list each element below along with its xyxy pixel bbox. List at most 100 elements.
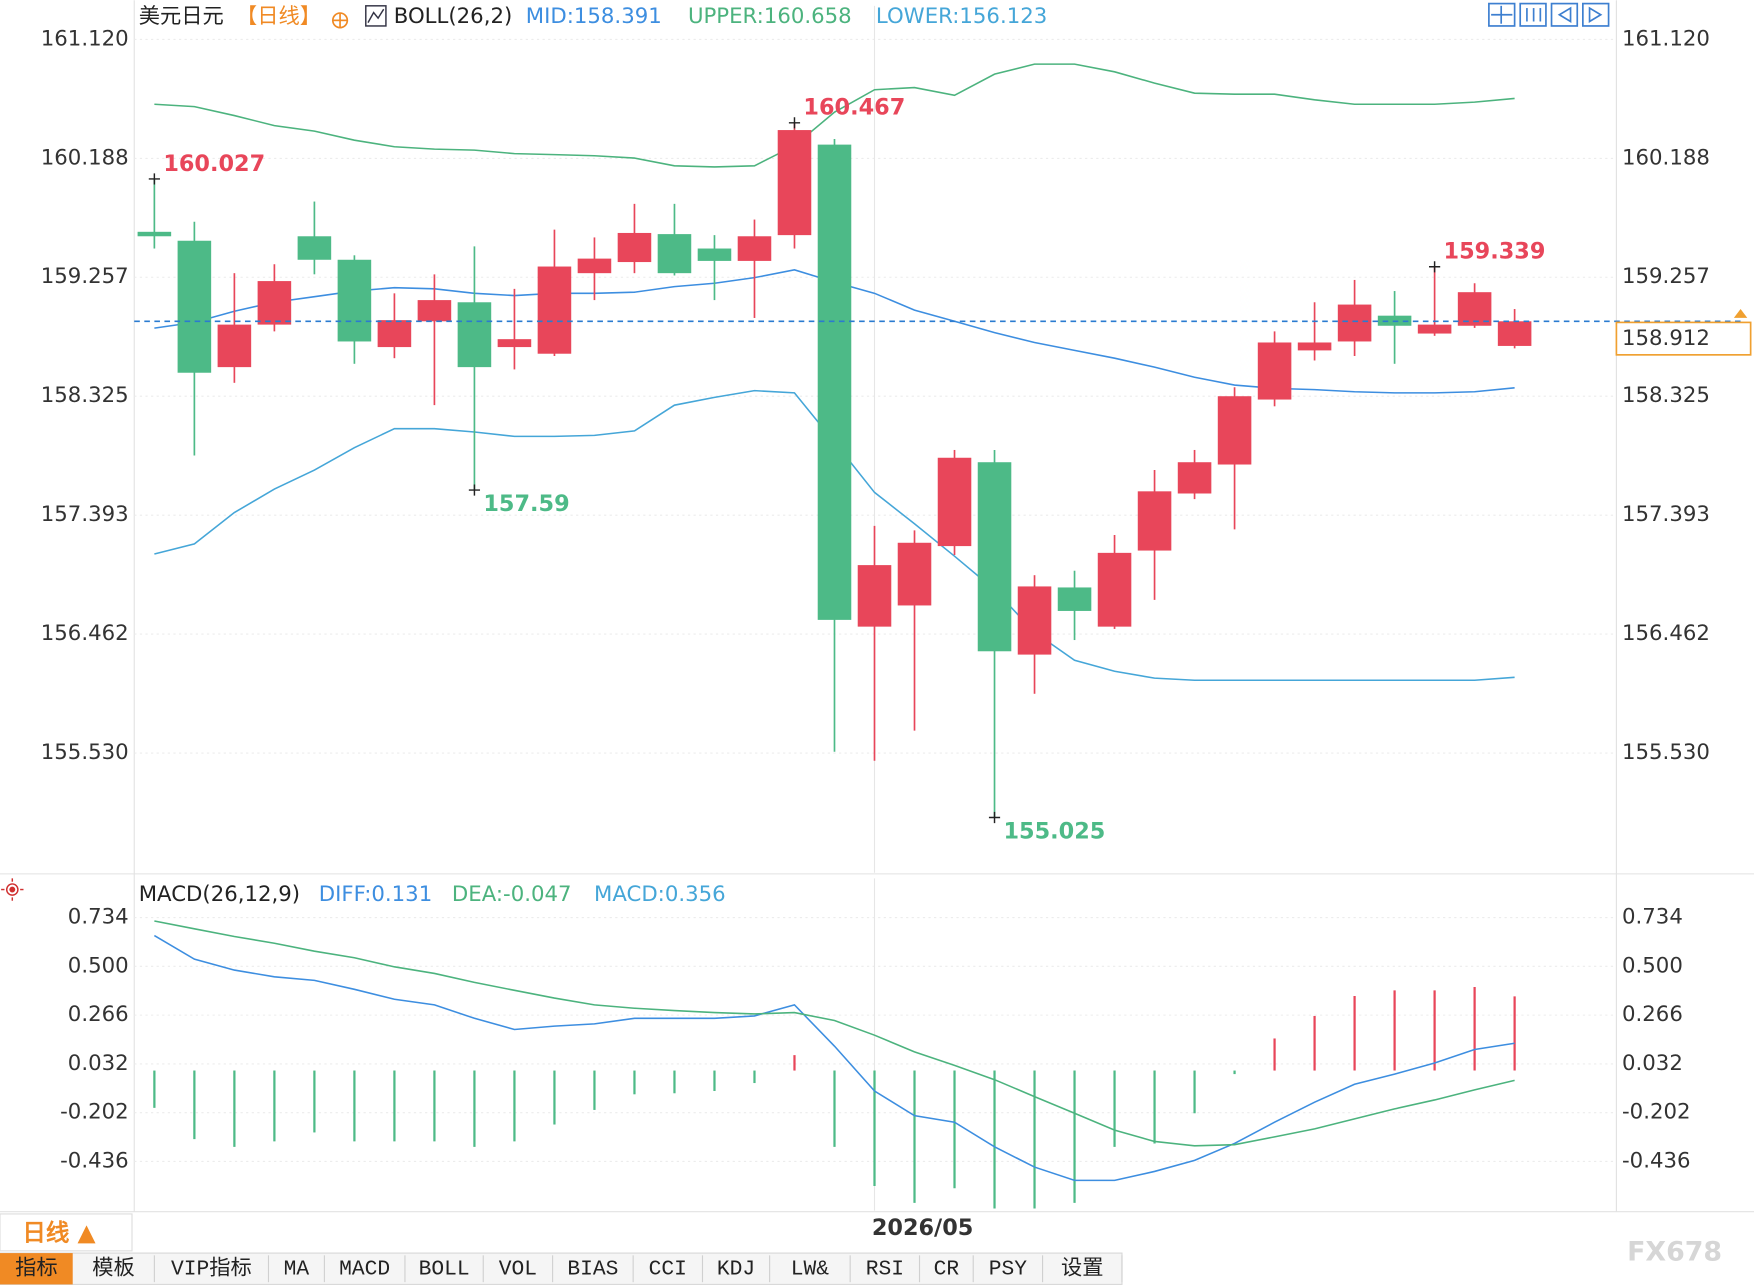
y2-tick-label: 156.462 bbox=[1622, 621, 1710, 646]
y-tick-label: 158.325 bbox=[41, 383, 129, 408]
indicator-icon[interactable] bbox=[365, 5, 387, 27]
y2-tick-label: 159.257 bbox=[1622, 264, 1710, 289]
period-button-label[interactable]: 日线 ▲ bbox=[22, 1219, 95, 1247]
y-tick-label: 0.266 bbox=[68, 1002, 129, 1027]
indicator-label: BOLL(26,2) bbox=[394, 4, 513, 29]
extreme-label: 159.339 bbox=[1444, 239, 1546, 265]
y2-tick-label: 160.188 bbox=[1622, 145, 1710, 170]
candle-body bbox=[1057, 587, 1092, 611]
icon-bars[interactable] bbox=[1519, 2, 1547, 27]
y2-tick-label: 0.266 bbox=[1622, 1002, 1683, 1027]
extreme-marker bbox=[148, 173, 160, 185]
candle-body bbox=[217, 324, 252, 368]
tab[interactable]: VIP指标 bbox=[171, 1255, 252, 1281]
toolbar-icons[interactable] bbox=[1488, 2, 1610, 27]
candle-body bbox=[497, 339, 532, 348]
candle-body bbox=[537, 266, 572, 354]
candle-body bbox=[1137, 491, 1172, 551]
symbol-title: 美元日元 bbox=[139, 4, 224, 29]
candle-body bbox=[1257, 342, 1292, 400]
tab[interactable]: MACD bbox=[339, 1257, 390, 1281]
y2-tick-label: 0.734 bbox=[1622, 905, 1683, 930]
macd-settings-icon[interactable] bbox=[1, 878, 24, 901]
candle-body bbox=[1097, 552, 1132, 627]
candle-body bbox=[337, 259, 372, 342]
candle-body bbox=[1457, 292, 1492, 326]
macd-line bbox=[154, 920, 1515, 1147]
y2-tick-label: 157.393 bbox=[1622, 502, 1710, 527]
tab[interactable]: 设置 bbox=[1061, 1256, 1104, 1281]
y-tick-label: 159.257 bbox=[41, 264, 129, 289]
candle-body bbox=[817, 144, 852, 620]
watermark: FX678 bbox=[1627, 1237, 1722, 1268]
y-tick-label: 155.530 bbox=[41, 740, 129, 765]
y-tick-label: 0.734 bbox=[68, 905, 129, 930]
macd-title: MACD(26,12,9) bbox=[139, 882, 300, 907]
candle-body bbox=[1417, 324, 1452, 334]
candle-body bbox=[1177, 462, 1212, 494]
candle-body bbox=[657, 234, 692, 274]
tab[interactable]: PSY bbox=[989, 1257, 1028, 1281]
y-tick-label: 0.500 bbox=[68, 953, 129, 978]
tab[interactable]: MA bbox=[284, 1257, 310, 1281]
y-tick-label: 157.393 bbox=[41, 502, 129, 527]
y2-tick-label: 0.032 bbox=[1622, 1051, 1683, 1076]
candle-body bbox=[937, 457, 972, 547]
extreme-label: 160.467 bbox=[803, 95, 905, 121]
icon-zoom[interactable] bbox=[1488, 2, 1516, 27]
y-tick-label: 161.120 bbox=[41, 26, 129, 51]
candle-body bbox=[1497, 321, 1532, 346]
tab[interactable]: KDJ bbox=[717, 1257, 755, 1281]
y2-tick-label: -0.202 bbox=[1622, 1100, 1691, 1125]
frame bbox=[0, 0, 1754, 1213]
tab[interactable]: CR bbox=[934, 1257, 960, 1281]
extreme-label: 155.025 bbox=[1003, 819, 1105, 845]
plot: 161.120 161.120 160.188 160.188 159.257 159.2… bbox=[41, 5, 1752, 1211]
y2-tick-label: 158.325 bbox=[1622, 383, 1710, 408]
tab[interactable]: BOLL bbox=[419, 1257, 470, 1281]
period-button[interactable] bbox=[0, 1213, 133, 1252]
extreme-marker bbox=[468, 484, 481, 496]
candle-body bbox=[577, 258, 612, 274]
tab[interactable]: CCI bbox=[649, 1257, 687, 1281]
candle-body bbox=[737, 236, 772, 261]
tab[interactable]: VOL bbox=[499, 1257, 537, 1281]
candle-body bbox=[617, 232, 652, 263]
extreme-marker bbox=[988, 811, 1001, 824]
last-price-label: 158.912 bbox=[1622, 326, 1710, 351]
y-tick-label: 156.462 bbox=[41, 621, 129, 646]
legend-entry: MID:158.391 bbox=[526, 4, 662, 29]
candle-body bbox=[1217, 396, 1252, 465]
candle-body bbox=[697, 248, 732, 261]
extreme-label: 160.027 bbox=[163, 151, 265, 177]
candle-body bbox=[377, 320, 412, 348]
candle-body bbox=[137, 231, 172, 237]
tab[interactable]: BIAS bbox=[567, 1257, 618, 1281]
tab[interactable]: RSI bbox=[866, 1257, 904, 1281]
tab[interactable]: 指标 bbox=[15, 1255, 58, 1281]
period-label: 【日线】 bbox=[236, 4, 321, 29]
icon-prev[interactable] bbox=[1550, 2, 1579, 27]
y2-tick-label: 0.500 bbox=[1622, 953, 1683, 978]
extreme-label: 157.59 bbox=[483, 491, 569, 517]
y2-tick-label: -0.436 bbox=[1622, 1148, 1691, 1173]
icon-next[interactable] bbox=[1582, 2, 1610, 27]
y-tick-label: 0.032 bbox=[68, 1051, 129, 1076]
candle-body bbox=[1337, 304, 1372, 342]
add-icon[interactable] bbox=[331, 12, 349, 29]
extreme-marker bbox=[788, 117, 801, 129]
tab[interactable]: LW& bbox=[791, 1257, 830, 1281]
candle-body bbox=[1017, 586, 1052, 655]
tab[interactable]: 模板 bbox=[92, 1255, 135, 1281]
candle-body bbox=[257, 281, 292, 325]
legend-entry: DEA:-0.047 bbox=[452, 882, 572, 907]
extreme-marker bbox=[1429, 261, 1441, 273]
candle-body bbox=[897, 542, 932, 606]
last-price-arrow bbox=[1733, 308, 1748, 318]
legend-entry: UPPER:160.658 bbox=[688, 4, 852, 29]
legend-entry: DIFF:0.131 bbox=[319, 882, 432, 907]
candle-body bbox=[177, 240, 212, 373]
candle-body bbox=[457, 302, 492, 368]
